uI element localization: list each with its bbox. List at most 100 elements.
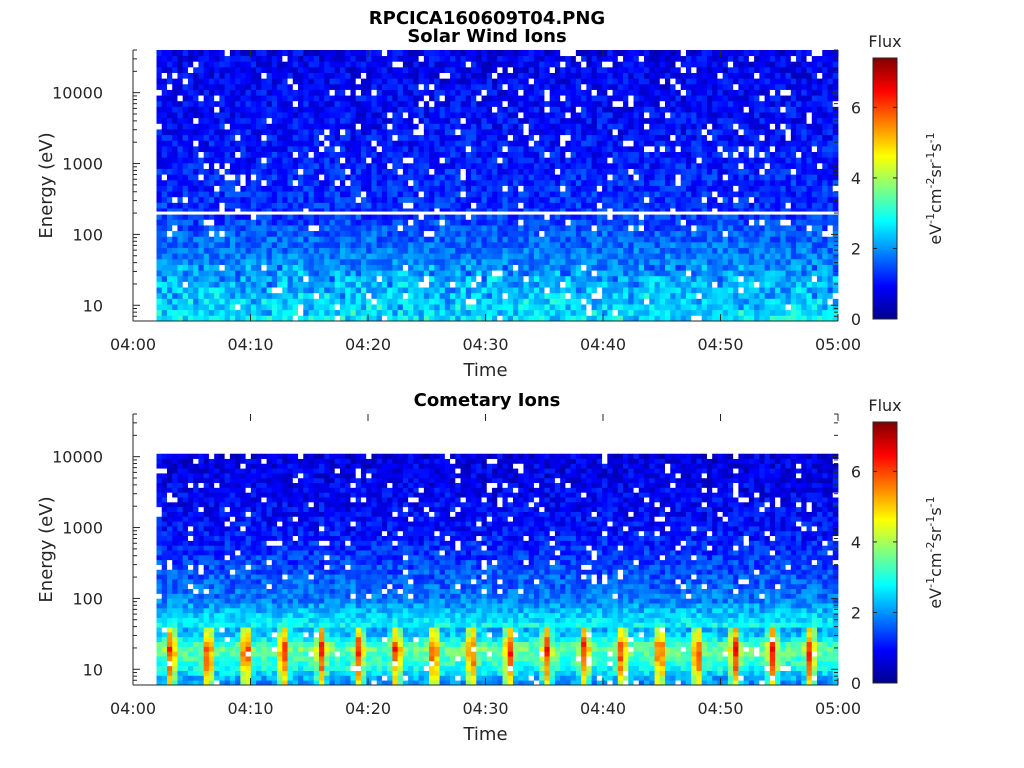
spectrogram-cell <box>549 264 556 271</box>
spectrogram-cell <box>481 287 488 294</box>
spectrogram-cell <box>287 140 294 147</box>
spectrogram-cell <box>387 258 393 265</box>
spectrogram-cell <box>198 298 205 305</box>
spectrogram-cell <box>345 162 351 169</box>
spectrogram-cell <box>638 95 645 102</box>
spectrogram-cell <box>528 208 535 215</box>
spectrogram-cell <box>219 140 226 147</box>
spectrogram-cell <box>460 145 467 153</box>
spectrogram-cell <box>434 304 440 311</box>
spectrogram-cell <box>691 151 697 158</box>
spectrogram-cell <box>292 106 299 113</box>
spectrogram-cell <box>565 304 572 311</box>
spectrogram-cell <box>256 50 262 57</box>
spectrogram-cell <box>565 281 572 288</box>
spectrogram-cell <box>623 117 629 124</box>
spectrogram-cell <box>219 168 226 175</box>
spectrogram-cell <box>308 270 315 277</box>
spectrogram-cell <box>172 264 178 271</box>
spectrogram-cell <box>665 241 671 249</box>
spectrogram-cell <box>182 174 189 181</box>
spectrogram-cell <box>607 315 613 322</box>
spectrogram-cell <box>418 270 425 277</box>
spectrogram-cell <box>507 275 514 282</box>
spectrogram-cell <box>423 157 430 164</box>
spectrogram-cell <box>581 298 587 305</box>
spectrogram-cell <box>287 134 294 141</box>
spectrogram-cell <box>360 275 367 282</box>
spectrogram-cell <box>434 55 440 62</box>
spectrogram-cell <box>355 78 362 85</box>
spectrogram-cell <box>644 179 650 186</box>
spectrogram-cell <box>670 117 676 124</box>
spectrogram-cell <box>617 304 624 311</box>
spectrogram-cell <box>476 117 482 124</box>
spectrogram-cell <box>413 236 420 243</box>
spectrogram-cell <box>182 50 189 57</box>
spectrogram-cell <box>381 315 388 322</box>
spectrogram-cell <box>670 78 676 85</box>
spectrogram-cell <box>324 129 330 136</box>
spectrogram-cell <box>497 151 503 158</box>
spectrogram-cell <box>623 83 629 90</box>
spectrogram-cell <box>512 270 519 277</box>
spectrogram-cell <box>644 196 650 203</box>
spectrogram-cell <box>612 247 619 254</box>
spectrogram-cell <box>602 230 608 237</box>
spectrogram-cell <box>308 298 315 305</box>
spectrogram-cell <box>554 55 561 62</box>
spectrogram-cell <box>549 72 556 79</box>
spectrogram-cell <box>476 258 482 265</box>
spectrogram-cell <box>486 230 493 237</box>
spectrogram-cell <box>397 168 404 175</box>
spectrogram-cell <box>256 219 262 226</box>
spectrogram-cell <box>240 55 247 62</box>
spectrogram-cell <box>502 106 509 113</box>
spectrogram-cell <box>214 292 220 299</box>
spectrogram-cell <box>434 275 440 282</box>
spectrogram-cell <box>560 106 566 113</box>
spectrogram-cell <box>360 129 367 136</box>
spectrogram-cell <box>476 174 482 181</box>
spectrogram-cell <box>187 134 194 141</box>
spectrogram-cell <box>659 196 666 203</box>
spectrogram-cell <box>460 241 467 249</box>
spectrogram-cell <box>623 292 629 299</box>
spectrogram-cell <box>439 100 446 107</box>
spectrogram-cell <box>670 61 676 68</box>
spectrogram-cell <box>539 112 545 119</box>
spectrogram-cell <box>360 168 367 175</box>
spectrogram-cell <box>156 241 163 249</box>
spectrogram-cell <box>287 151 294 158</box>
spectrogram-cell <box>654 95 661 102</box>
spectrogram-cell <box>685 123 692 130</box>
spectrogram-cell <box>219 61 226 68</box>
spectrogram-cell <box>250 112 257 119</box>
spectrogram-cell <box>460 230 467 237</box>
spectrogram-cell <box>492 191 498 198</box>
spectrogram-cell <box>633 236 640 243</box>
spectrogram-cell <box>423 61 430 68</box>
spectrogram-cell <box>413 140 420 147</box>
spectrogram-cell <box>602 258 608 265</box>
spectrogram-cell <box>549 123 556 130</box>
spectrogram-cell <box>429 236 435 243</box>
spectrogram-cell <box>156 55 163 62</box>
spectrogram-cell <box>471 213 477 220</box>
spectrogram-cell <box>701 309 708 316</box>
spectrogram-cell <box>644 83 650 90</box>
spectrogram-cell <box>219 298 226 305</box>
spectrogram-cell <box>533 292 540 299</box>
spectrogram-cell <box>434 208 440 215</box>
spectrogram-cell <box>198 129 205 136</box>
spectrogram-cell <box>392 292 399 299</box>
spectrogram-cell <box>565 112 572 119</box>
spectrogram-cell <box>607 151 613 158</box>
spectrogram-cell <box>214 309 220 316</box>
spectrogram-cell <box>287 309 294 316</box>
spectrogram-cell <box>665 287 671 294</box>
spectrogram-cell <box>460 179 467 186</box>
spectrogram-cell <box>439 258 446 265</box>
spectrogram-cell <box>418 151 425 158</box>
spectrogram-cell <box>334 151 341 158</box>
